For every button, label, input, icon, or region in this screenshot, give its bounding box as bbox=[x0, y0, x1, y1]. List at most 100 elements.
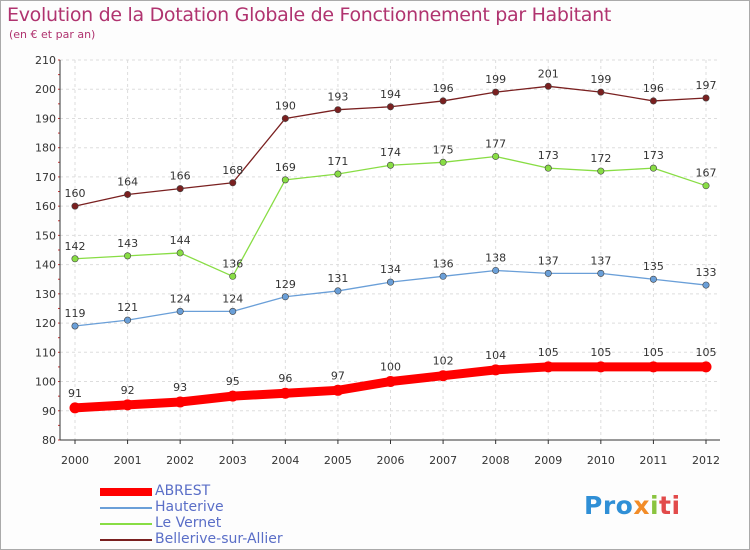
y-tick-label: 150 bbox=[35, 229, 56, 242]
data-label-bellerive-sur-allier: 166 bbox=[170, 170, 191, 183]
data-point-abrest bbox=[647, 361, 659, 373]
data-label-le-vernet: 172 bbox=[590, 152, 611, 165]
data-label-bellerive-sur-allier: 168 bbox=[222, 164, 243, 177]
y-tick-label: 90 bbox=[42, 405, 56, 418]
y-tick-label: 120 bbox=[35, 317, 56, 330]
data-label-le-vernet: 171 bbox=[327, 155, 348, 168]
data-label-bellerive-sur-allier: 194 bbox=[380, 88, 401, 101]
data-point-hauterive bbox=[544, 269, 552, 277]
data-label-hauterive: 124 bbox=[170, 292, 191, 305]
data-label-le-vernet: 143 bbox=[117, 237, 138, 250]
data-point-abrest bbox=[385, 376, 396, 388]
data-label-hauterive: 136 bbox=[433, 257, 454, 270]
legend-label-abrest: ABREST bbox=[155, 483, 211, 499]
data-point-hauterive bbox=[386, 278, 394, 286]
data-label-abrest: 102 bbox=[433, 355, 454, 368]
legend-swatch-hauterive bbox=[100, 507, 152, 509]
legend-label-le-vernet: Le Vernet bbox=[155, 515, 222, 531]
data-point-le-vernet bbox=[281, 176, 289, 184]
data-label-bellerive-sur-allier: 199 bbox=[590, 73, 611, 86]
y-tick-label: 210 bbox=[35, 54, 56, 67]
data-label-le-vernet: 167 bbox=[696, 167, 717, 180]
data-label-le-vernet: 169 bbox=[275, 161, 296, 174]
data-label-bellerive-sur-allier: 160 bbox=[65, 187, 86, 200]
x-tick-label: 2008 bbox=[482, 454, 510, 467]
proxiti-logo: Proxiti bbox=[584, 491, 681, 520]
data-point-abrest bbox=[490, 364, 502, 376]
data-label-abrest: 105 bbox=[590, 346, 611, 359]
data-point-bellerive-sur-allier bbox=[281, 114, 289, 122]
data-label-bellerive-sur-allier: 201 bbox=[538, 67, 559, 80]
data-label-abrest: 96 bbox=[278, 372, 292, 385]
data-point-le-vernet bbox=[386, 161, 394, 169]
legend-label-hauterive: Hauterive bbox=[155, 499, 224, 515]
data-point-hauterive bbox=[439, 272, 447, 280]
data-point-le-vernet bbox=[176, 249, 184, 257]
data-label-le-vernet: 144 bbox=[170, 234, 191, 247]
data-point-bellerive-sur-allier bbox=[334, 106, 342, 114]
data-label-hauterive: 133 bbox=[696, 266, 717, 279]
data-point-bellerive-sur-allier bbox=[597, 88, 605, 96]
data-label-le-vernet: 136 bbox=[222, 257, 243, 270]
data-label-abrest: 105 bbox=[643, 346, 664, 359]
data-point-bellerive-sur-allier bbox=[702, 94, 710, 102]
data-point-hauterive bbox=[229, 307, 237, 315]
data-label-hauterive: 124 bbox=[222, 292, 243, 305]
x-tick-label: 2012 bbox=[692, 454, 720, 467]
data-label-bellerive-sur-allier: 190 bbox=[275, 99, 296, 112]
data-label-le-vernet: 175 bbox=[433, 143, 454, 156]
legend-swatch-bellerive bbox=[100, 539, 152, 541]
data-point-hauterive bbox=[597, 269, 605, 277]
chart-title: Evolution de la Dotation Globale de Fonc… bbox=[7, 4, 612, 26]
y-tick-label: 100 bbox=[35, 376, 56, 389]
y-tick-label: 170 bbox=[35, 171, 56, 184]
data-point-abrest bbox=[542, 361, 554, 373]
x-tick-label: 2011 bbox=[639, 454, 667, 467]
data-point-hauterive bbox=[281, 293, 289, 301]
data-point-abrest bbox=[227, 390, 239, 402]
data-label-bellerive-sur-allier: 199 bbox=[485, 73, 506, 86]
data-label-bellerive-sur-allier: 196 bbox=[643, 82, 664, 95]
x-tick-label: 2006 bbox=[377, 454, 405, 467]
data-point-abrest bbox=[595, 361, 607, 373]
x-tick-label: 2002 bbox=[166, 454, 194, 467]
x-tick-label: 2007 bbox=[429, 454, 457, 467]
data-label-hauterive: 135 bbox=[643, 260, 664, 273]
x-tick-label: 2000 bbox=[61, 454, 89, 467]
data-point-le-vernet bbox=[597, 167, 605, 175]
data-label-le-vernet: 173 bbox=[538, 149, 559, 162]
data-point-bellerive-sur-allier bbox=[71, 202, 79, 210]
y-tick-label: 80 bbox=[42, 434, 56, 447]
data-label-hauterive: 138 bbox=[485, 251, 506, 264]
data-point-bellerive-sur-allier bbox=[439, 97, 447, 105]
data-point-hauterive bbox=[176, 307, 184, 315]
data-point-hauterive bbox=[334, 287, 342, 295]
data-point-bellerive-sur-allier bbox=[176, 185, 184, 193]
data-point-bellerive-sur-allier bbox=[229, 179, 237, 187]
data-label-bellerive-sur-allier: 197 bbox=[696, 79, 717, 92]
data-label-hauterive: 134 bbox=[380, 263, 401, 276]
data-point-bellerive-sur-allier bbox=[124, 190, 132, 198]
data-point-le-vernet bbox=[71, 255, 79, 263]
data-label-abrest: 105 bbox=[696, 346, 717, 359]
x-tick-label: 2004 bbox=[271, 454, 299, 467]
data-point-abrest bbox=[69, 402, 81, 414]
data-point-abrest bbox=[437, 370, 449, 382]
data-label-abrest: 95 bbox=[226, 375, 240, 388]
y-tick-label: 140 bbox=[35, 259, 56, 272]
data-label-le-vernet: 177 bbox=[485, 137, 506, 150]
data-point-le-vernet bbox=[439, 158, 447, 166]
y-tick-label: 110 bbox=[35, 346, 56, 359]
data-label-hauterive: 131 bbox=[327, 272, 348, 285]
data-label-bellerive-sur-allier: 193 bbox=[327, 91, 348, 104]
y-tick-label: 160 bbox=[35, 200, 56, 213]
data-label-le-vernet: 174 bbox=[380, 146, 401, 159]
chart-subtitle: (en € et par an) bbox=[9, 28, 96, 41]
data-point-le-vernet bbox=[334, 170, 342, 178]
data-point-bellerive-sur-allier bbox=[649, 97, 657, 105]
x-tick-label: 2010 bbox=[587, 454, 615, 467]
data-point-abrest bbox=[122, 399, 134, 411]
y-tick-label: 190 bbox=[35, 112, 56, 125]
data-point-bellerive-sur-allier bbox=[386, 103, 394, 111]
